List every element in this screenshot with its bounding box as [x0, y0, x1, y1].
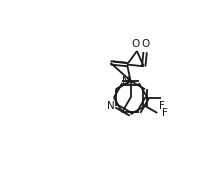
- Text: O: O: [132, 39, 140, 49]
- Text: N: N: [108, 101, 115, 111]
- Text: N: N: [122, 76, 130, 86]
- Text: F: F: [159, 101, 164, 111]
- Text: O: O: [141, 39, 149, 49]
- Text: F: F: [162, 108, 168, 118]
